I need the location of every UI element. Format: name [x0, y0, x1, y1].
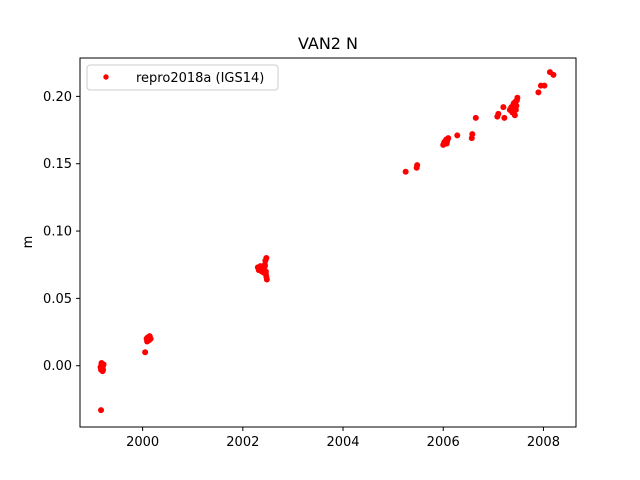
y-tick-label: 0.15: [43, 157, 72, 172]
data-point: [550, 71, 557, 78]
data-point: [541, 82, 548, 89]
data-point: [414, 162, 421, 169]
data-point: [454, 132, 461, 139]
data-series: [97, 69, 557, 414]
data-point: [402, 168, 409, 175]
x-tick-label: 2002: [226, 435, 259, 450]
x-tick-label: 2006: [427, 435, 460, 450]
data-point: [261, 263, 268, 270]
y-tick-label: 0.20: [43, 90, 72, 105]
data-point: [501, 114, 508, 121]
data-point: [472, 114, 479, 121]
legend: repro2018a (IGS14): [86, 64, 279, 91]
data-point: [513, 97, 520, 104]
x-tick-label: 2004: [326, 435, 359, 450]
data-point: [512, 106, 519, 113]
y-tick-label: 0.05: [43, 292, 72, 307]
data-point: [500, 104, 507, 111]
data-point: [263, 254, 270, 261]
data-point: [98, 407, 105, 414]
y-axis: 0.00 0.05 0.10 0.15 0.20: [43, 90, 80, 374]
data-point: [469, 131, 476, 138]
plot-area: [79, 57, 577, 428]
legend-marker: [103, 74, 109, 80]
x-tick-label: 2008: [527, 435, 560, 450]
y-tick-label: 0.00: [43, 359, 72, 374]
y-axis-label: m: [21, 236, 36, 249]
x-tick-label: 2000: [126, 435, 159, 450]
legend-box: [86, 64, 279, 91]
legend-label: repro2018a (IGS14): [136, 71, 264, 86]
chart-title: VAN2 N: [298, 34, 358, 53]
data-point: [262, 268, 269, 275]
data-point: [535, 89, 542, 96]
data-point: [442, 137, 449, 144]
x-axis: 2000 2002 2004 2006 2008: [126, 427, 560, 450]
data-point: [495, 110, 502, 117]
data-point: [263, 273, 270, 280]
data-point: [142, 349, 149, 356]
y-tick-label: 0.10: [43, 225, 72, 240]
data-point: [146, 337, 153, 344]
data-point: [98, 366, 105, 373]
data-point: [511, 112, 518, 119]
